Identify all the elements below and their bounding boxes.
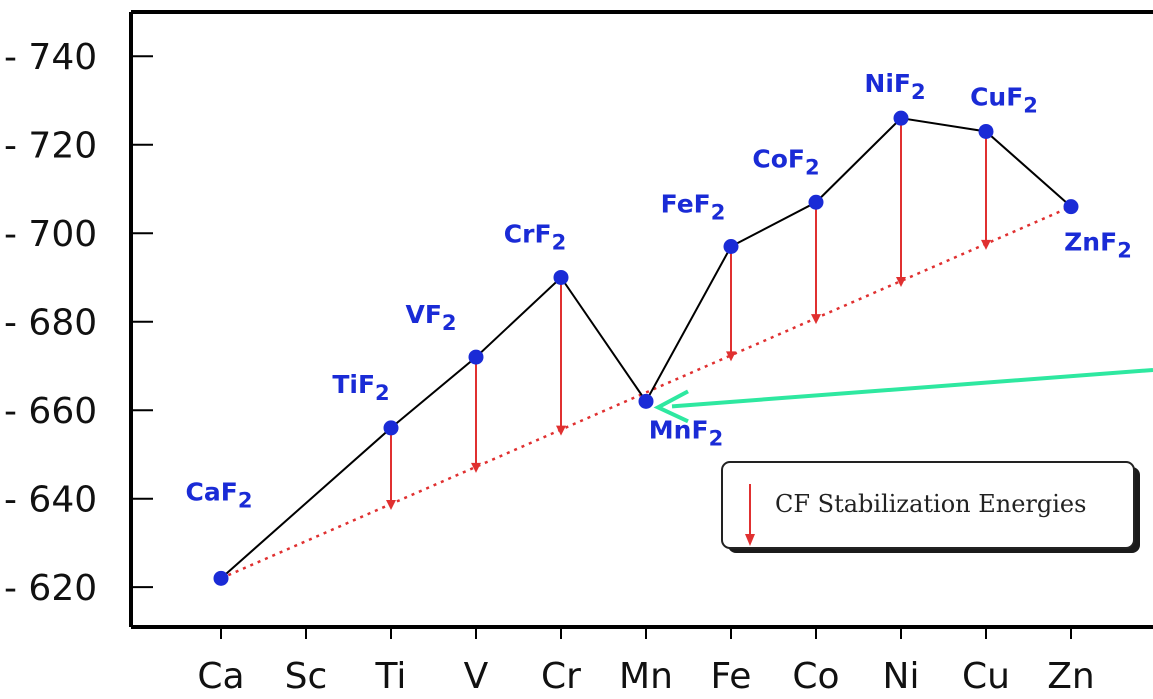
point-label: NiF2 (864, 69, 925, 104)
x-tick-label: Zn (1047, 656, 1094, 697)
stabilization-arrowhead (556, 425, 566, 436)
x-tick-label: Cu (962, 656, 1010, 697)
points-layer (213, 110, 1079, 586)
x-tick-label: Sc (285, 656, 328, 697)
baseline-line (220, 205, 1072, 580)
legend-label: CF Stabilization Energies (775, 490, 1086, 518)
data-point (553, 269, 569, 285)
y-tick-label: - 680 (4, 303, 97, 344)
x-tick-label: Co (792, 656, 839, 697)
x-tick-label: Ni (883, 656, 920, 697)
point-label: FeF2 (661, 189, 726, 224)
point-label-subscript: 2 (1023, 93, 1038, 117)
annotation-layer (653, 368, 1153, 424)
point-label-subscript: 2 (911, 80, 926, 104)
data-point (383, 420, 399, 436)
point-label-formula: CoF (752, 144, 805, 173)
annotation-arrow-shaft (671, 368, 1153, 409)
point-label: VF2 (405, 300, 456, 335)
point-label: TiF2 (332, 370, 389, 405)
x-tick-label: Fe (711, 656, 752, 697)
data-point (468, 349, 484, 365)
data-point (723, 238, 739, 254)
point-label-subscript: 2 (442, 311, 457, 335)
stabilization-arrowhead (726, 351, 736, 362)
data-point (638, 393, 654, 409)
series-line (220, 117, 1072, 580)
legend-box (721, 461, 1135, 549)
point-label-formula: CaF (186, 477, 238, 506)
point-label-formula: MnF (649, 415, 709, 444)
stabilization-arrowhead (811, 314, 821, 325)
series-line-layer (220, 117, 1072, 580)
data-point (978, 123, 994, 139)
point-label-formula: ZnF (1064, 228, 1117, 257)
y-tick-label: - 720 (4, 126, 97, 167)
stabilization-arrowhead (471, 462, 481, 473)
data-point (893, 110, 909, 126)
axes: - 620 - 640 - 660 - 680 - 700 - 720 - 740 Ca Sc T… (4, 10, 1153, 697)
stabilization-arrowhead (896, 277, 906, 288)
x-tick-label: Mn (619, 656, 673, 697)
y-tick-label: - 640 (4, 480, 97, 521)
point-label-formula: TiF (332, 370, 375, 399)
point-label-subscript: 2 (805, 155, 820, 179)
point-label: CoF2 (752, 144, 819, 179)
baseline-layer (220, 205, 1072, 580)
annotation-arrowhead (653, 389, 689, 424)
y-tick-label: - 620 (4, 568, 97, 609)
y-tick-label: - 700 (4, 214, 97, 255)
legend: CF Stabilization Energies (721, 461, 1140, 553)
point-label-formula: CuF (970, 82, 1023, 111)
point-label-subscript: 2 (709, 426, 724, 450)
point-label: ZnF2 (1064, 228, 1132, 263)
point-label-formula: FeF (661, 189, 711, 218)
point-label-formula: CrF (504, 219, 552, 248)
point-label: CaF2 (186, 477, 253, 512)
point-label: CuF2 (970, 82, 1038, 117)
x-tick-label: V (464, 656, 489, 697)
point-label-subscript: 2 (552, 230, 567, 254)
x-tick-label: Cr (541, 656, 581, 697)
point-label: CrF2 (504, 219, 566, 254)
point-label-formula: VF (405, 300, 441, 329)
arrows-layer (386, 124, 991, 510)
point-label: MnF2 (649, 415, 723, 450)
y-tick-label: - 740 (4, 37, 97, 78)
data-point (808, 194, 824, 210)
point-label-subscript: 2 (1117, 239, 1132, 263)
stabilization-arrowhead (981, 239, 991, 250)
data-point (1063, 199, 1079, 215)
x-tick-label: Ca (197, 656, 244, 697)
point-label-subscript: 2 (711, 200, 726, 224)
point-label-formula: NiF (864, 69, 911, 98)
x-tick-label: Ti (375, 656, 407, 697)
point-label-subscript: 2 (238, 488, 253, 512)
legend-arrowhead (745, 534, 755, 546)
stabilization-arrowhead (386, 500, 396, 510)
point-label-subscript: 2 (375, 381, 390, 405)
y-tick-label: - 660 (4, 391, 97, 432)
data-point (213, 570, 229, 586)
